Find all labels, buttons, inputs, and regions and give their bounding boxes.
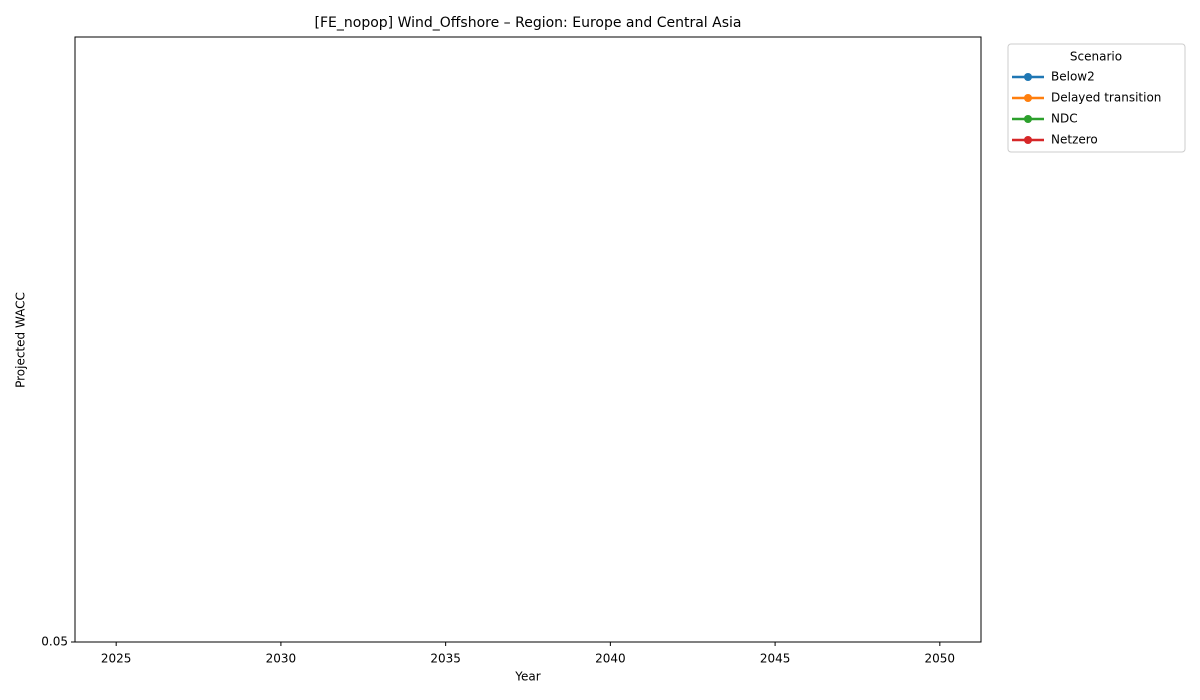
x-tick-label: 2045 (760, 652, 791, 666)
y-tick-label: 0.05 (41, 635, 68, 649)
legend-label: Below2 (1051, 70, 1095, 84)
y-axis-label: Projected WACC (14, 292, 28, 388)
x-tick-label: 2040 (595, 652, 626, 666)
x-tick-label: 2025 (101, 652, 132, 666)
legend-marker (1024, 136, 1032, 144)
legend-marker (1024, 115, 1032, 123)
x-axis-label: Year (514, 670, 540, 684)
legend-box (1007, 43, 1186, 153)
x-tick-label: 2030 (266, 652, 297, 666)
legend-marker (1024, 73, 1032, 81)
legend-label: NDC (1051, 112, 1078, 126)
x-tick-label: 2050 (925, 652, 956, 666)
legend-marker (1024, 94, 1032, 102)
legend-label: Delayed transition (1051, 91, 1161, 105)
legend-title: Scenario (1070, 50, 1122, 64)
plot-frame (74, 36, 982, 643)
chart-title: [FE_nopop] Wind_Offshore – Region: Europ… (315, 15, 742, 31)
legend-label: Netzero (1051, 133, 1098, 147)
x-tick-label: 2035 (430, 652, 461, 666)
